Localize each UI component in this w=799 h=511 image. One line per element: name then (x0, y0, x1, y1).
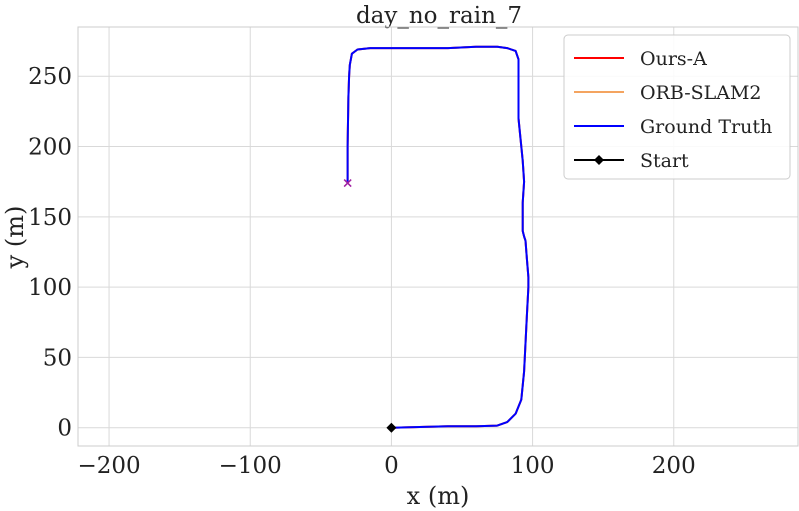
series-line-ours-a (346, 45, 530, 429)
start-marker (386, 422, 397, 433)
y-tick-label: 100 (28, 275, 72, 301)
x-tick-labels: −200 −100 0 100 200 (77, 453, 695, 479)
legend: Ours-A ORB-SLAM2 Ground Truth Start (563, 34, 791, 180)
chart-title: day_no_rain_7 (356, 3, 522, 29)
y-axis-label: y (m) (1, 206, 29, 270)
legend-label-start: Start (640, 150, 689, 172)
end-marker (343, 179, 352, 188)
x-tick-label: 200 (652, 453, 696, 479)
y-tick-label: 200 (28, 135, 72, 161)
series-layer (346, 45, 530, 429)
marker-layer (343, 179, 397, 433)
x-tick-label: −100 (219, 453, 282, 479)
x-tick-label: 0 (384, 453, 399, 479)
x-tick-label: −200 (77, 453, 140, 479)
legend-label-orb-slam2: ORB-SLAM2 (640, 82, 762, 104)
series-line-ground-truth (346, 45, 530, 429)
y-tick-label: 0 (57, 416, 72, 442)
legend-items: Ours-A ORB-SLAM2 Ground Truth Start (574, 48, 772, 172)
y-tick-label: 250 (28, 64, 72, 90)
y-tick-labels: 0 50 100 150 200 250 (28, 64, 72, 442)
legend-label-ours-a: Ours-A (640, 48, 707, 70)
y-tick-label: 50 (43, 345, 72, 371)
plot-area-frame (77, 26, 799, 447)
series-line-orb-slam2 (346, 45, 530, 429)
x-axis-label: x (m) (407, 482, 470, 510)
y-tick-label: 150 (28, 205, 72, 231)
x-tick-label: 100 (511, 453, 555, 479)
legend-label-ground-truth: Ground Truth (640, 116, 772, 138)
legend-marker-start (594, 155, 604, 165)
legend-frame (563, 34, 791, 180)
